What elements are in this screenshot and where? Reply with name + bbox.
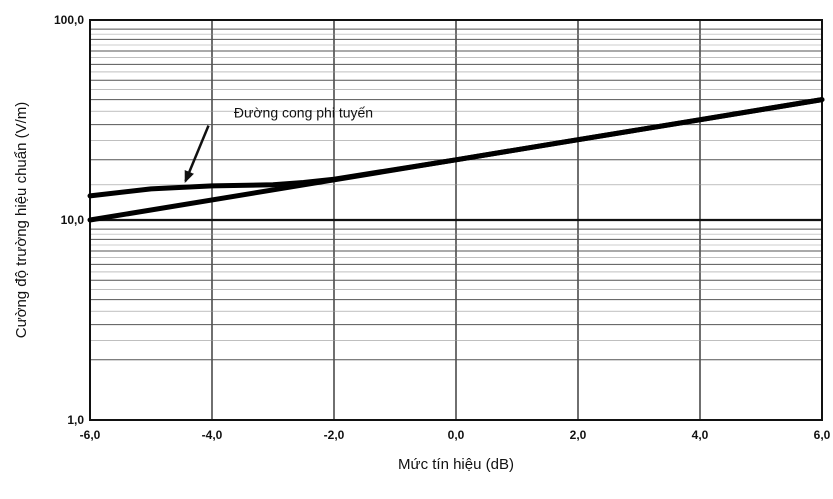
x-tick-label: -2,0: [324, 428, 345, 442]
y-tick-label: 1,0: [67, 413, 84, 427]
x-tick-label: 0,0: [448, 428, 465, 442]
grid: [90, 20, 822, 420]
annotations: Đường cong phi tuyến: [184, 105, 373, 183]
annotation-label: Đường cong phi tuyến: [234, 105, 373, 121]
y-axis-label: Cường độ trường hiệu chuẩn (V/m): [13, 102, 30, 339]
y-tick-label: 10,0: [61, 213, 85, 227]
x-axis-label: Mức tín hiệu (dB): [398, 456, 514, 473]
annotation-arrow: [184, 125, 210, 183]
x-tick-label: 6,0: [814, 428, 831, 442]
series-line-2: [87, 97, 825, 199]
x-tick-labels: -6,0 -4,0 -2,0 0,0 2,0 4,0 6,0: [80, 428, 831, 442]
y-tick-labels: 1,0 10,0 100,0: [54, 13, 84, 427]
x-tick-label: 4,0: [692, 428, 709, 442]
y-tick-label: 100,0: [54, 13, 84, 27]
series-group: [87, 97, 825, 223]
x-tick-label: -6,0: [80, 428, 101, 442]
x-tick-label: -4,0: [202, 428, 223, 442]
x-tick-label: 2,0: [570, 428, 587, 442]
